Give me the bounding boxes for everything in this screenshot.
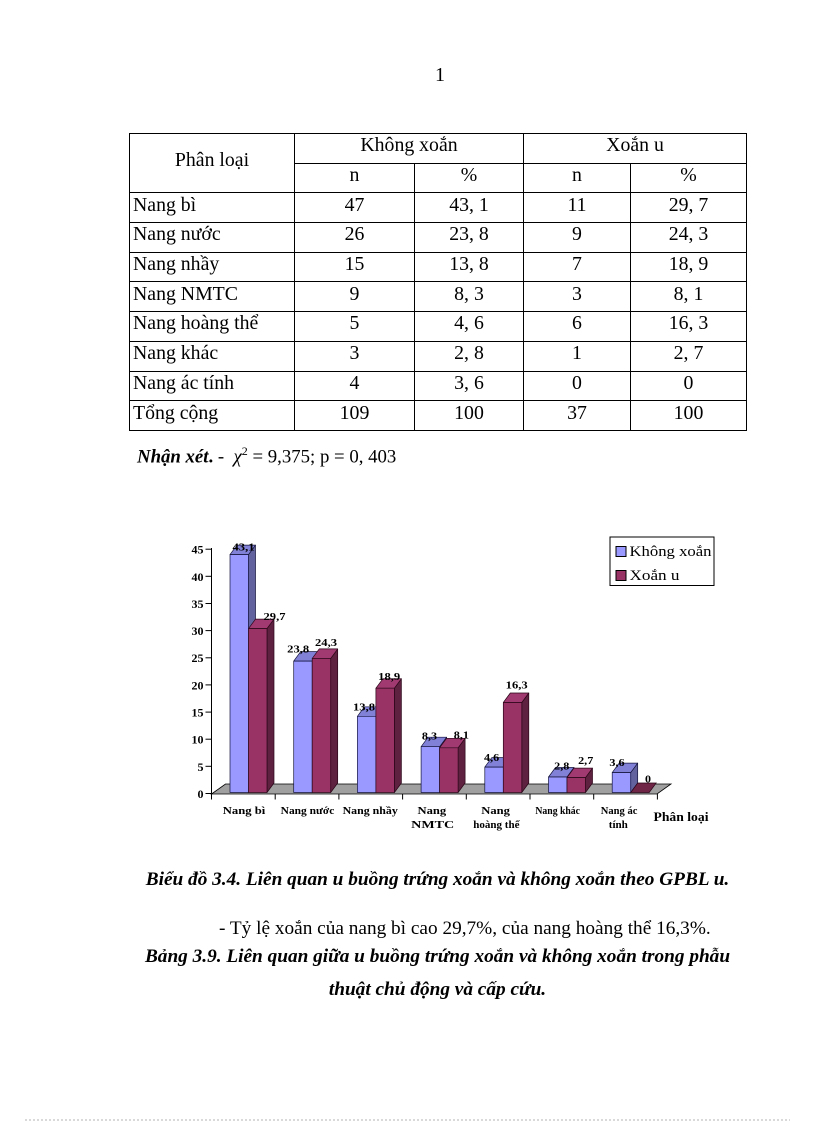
svg-text:Nang bì: Nang bì	[223, 806, 266, 817]
svg-text:15: 15	[192, 706, 204, 720]
svg-text:Nang nước: Nang nước	[281, 806, 335, 817]
svg-text:10: 10	[192, 733, 204, 747]
svg-text:0: 0	[645, 775, 651, 786]
svg-text:Nang: Nang	[418, 806, 448, 817]
svg-text:Xoắn u: Xoắn u	[630, 568, 680, 584]
svg-text:30: 30	[192, 624, 204, 638]
svg-text:8,1: 8,1	[454, 731, 469, 742]
svg-text:2,7: 2,7	[578, 756, 593, 767]
svg-text:29,7: 29,7	[264, 612, 286, 623]
svg-text:23,8: 23,8	[287, 645, 309, 656]
svg-text:35: 35	[192, 597, 204, 611]
svg-text:Không xoắn: Không xoắn	[630, 544, 713, 560]
svg-text:Nang nhầy: Nang nhầy	[343, 806, 399, 817]
svg-text:8,3: 8,3	[422, 731, 437, 742]
svg-text:Nang khác: Nang khác	[535, 806, 580, 817]
svg-text:40: 40	[192, 570, 204, 584]
svg-text:tính: tính	[609, 820, 628, 831]
svg-text:Nang ác: Nang ác	[601, 806, 638, 817]
svg-text:25: 25	[192, 651, 204, 665]
svg-text:16,3: 16,3	[506, 681, 528, 692]
svg-text:0: 0	[198, 787, 204, 801]
svg-text:NMTC: NMTC	[411, 820, 454, 831]
svg-text:18,9: 18,9	[378, 672, 400, 683]
svg-text:4,6: 4,6	[484, 753, 499, 764]
svg-text:2,8: 2,8	[554, 762, 569, 773]
svg-text:3,6: 3,6	[609, 758, 624, 769]
svg-text:24,3: 24,3	[315, 638, 337, 649]
svg-text:hoàng thể: hoàng thể	[473, 820, 520, 831]
svg-text:13,8: 13,8	[353, 703, 375, 714]
svg-text:45: 45	[192, 543, 204, 557]
svg-text:20: 20	[192, 678, 204, 692]
svg-text:5: 5	[198, 760, 204, 774]
svg-text:43,1: 43,1	[233, 542, 255, 553]
svg-text:Nang: Nang	[481, 806, 511, 817]
svg-text:Phân loại: Phân loại	[654, 809, 709, 824]
